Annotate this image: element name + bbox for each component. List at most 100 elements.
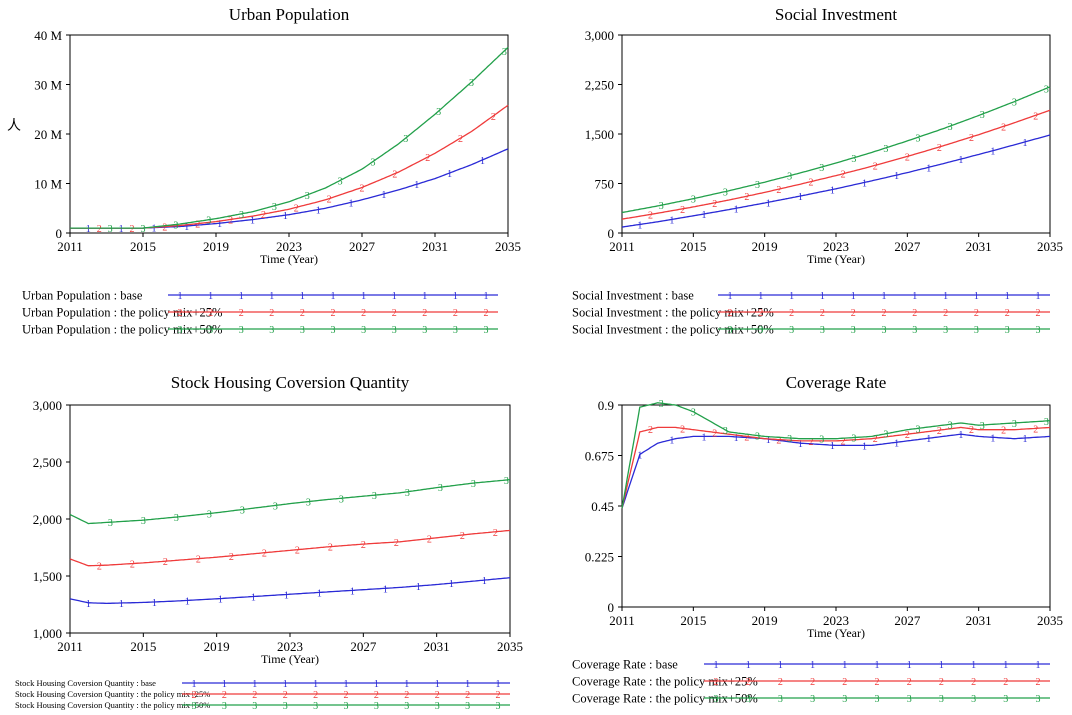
x-tick-label: 2011 [57,639,83,654]
series-marker-base: 1 [926,163,931,174]
x-tick-label: 2031 [966,239,992,254]
legend-marker-p50: 3 [269,325,274,336]
y-tick-label: 0 [608,600,615,615]
series-marker-p50: 3 [755,432,760,443]
plot-frame [69,34,509,234]
legend-marker-p50: 3 [392,325,397,336]
legend-marker-p25: 2 [820,308,825,319]
series-marker-p50: 3 [1044,84,1049,95]
legend-marker-base: 1 [974,291,979,302]
series-marker-base: 1 [480,156,485,167]
legend-marker-p25: 2 [1005,308,1010,319]
x-tick-label: 2015 [130,239,156,254]
series-marker-p50: 3 [206,216,211,227]
legend-marker-base: 1 [208,291,213,302]
x-tick-label: 2019 [204,639,230,654]
legend-marker-p25: 2 [222,690,227,701]
series-marker-base: 1 [990,147,995,158]
series-marker-base: 1 [316,206,321,217]
series-marker-p25: 2 [809,437,814,448]
legend-marker-p25: 2 [252,690,257,701]
series-marker-p25: 2 [680,205,685,216]
x-tick-label: 2011 [57,239,83,254]
legend-marker-base: 1 [789,291,794,302]
x-axis-label: Time (Year) [261,652,319,666]
legend-marker-base: 1 [404,679,409,690]
legend-marker-p50: 3 [404,701,409,712]
series-marker-p50: 3 [948,122,953,133]
chart-panel-3: Stock Housing Coversion Quantity 1,000 1,5… [15,373,523,712]
series-marker-p50: 3 [240,506,245,517]
y-tick-label: 40 M [34,28,62,43]
legend-marker-base: 1 [758,291,763,302]
legend-marker-p50: 3 [758,325,763,336]
y-tick-label: 20 M [34,127,62,142]
series-marker-p50: 3 [370,158,375,169]
legend-marker-p50: 3 [178,325,183,336]
legend-marker-p50: 3 [728,325,733,336]
legend-marker-base: 1 [882,291,887,302]
series-marker-p50: 3 [141,224,146,235]
legend-marker-p25: 2 [300,308,305,319]
series-line-base [69,577,511,605]
legend-marker-p50: 3 [1003,694,1008,705]
series-marker-p25: 2 [744,432,749,443]
legend-marker-base: 1 [907,660,912,671]
series-marker-p50: 3 [755,180,760,191]
legend-marker-p50: 3 [912,325,917,336]
x-tick-label: 2027 [894,613,921,628]
series-marker-p25: 2 [841,436,846,447]
y-tick-label: 0.45 [591,499,614,514]
legend-marker-base: 1 [192,679,197,690]
legend-marker-p50: 3 [746,694,751,705]
legend-marker-p50: 3 [252,701,257,712]
series-line-p50 [621,402,1051,509]
x-tick-label: 2031 [422,239,448,254]
series-marker-p50: 3 [141,516,146,527]
series-marker-p25: 2 [493,528,498,539]
legend-marker-p50: 3 [208,325,213,336]
series-marker-p50: 3 [403,134,408,145]
y-tick-label: 750 [595,177,615,192]
legend-marker-base: 1 [851,291,856,302]
legend-marker-base: 1 [778,660,783,671]
series-line-p25 [69,529,511,567]
series-marker-p50: 3 [207,510,212,521]
series-marker-p50: 3 [691,195,696,206]
y-tick-label: 2,000 [33,512,62,527]
x-tick-label: 2031 [966,613,992,628]
series-marker-p25: 2 [163,557,168,568]
series-marker-p25: 2 [327,195,332,206]
series-marker-p25: 2 [648,210,653,221]
legend-marker-p50: 3 [239,325,244,336]
series-marker-base: 1 [734,204,739,215]
series-marker-p50: 3 [659,399,664,410]
series-marker-p50: 3 [787,172,792,183]
series-marker-base: 1 [414,180,419,191]
series-marker-p25: 2 [295,546,300,557]
legend-marker-base: 1 [178,291,183,302]
series-marker-base: 1 [217,219,222,230]
series-marker-base: 1 [185,596,190,607]
legend-label-p50: Urban Population : the policy mix+50% [22,322,222,336]
series-marker-base: 1 [119,224,124,235]
legend-marker-p50: 3 [465,701,470,712]
legend-marker-p25: 2 [714,677,719,688]
y-axis-label: 人 [7,118,21,134]
legend-marker-p25: 2 [465,690,470,701]
series-marker-p25: 2 [905,152,910,163]
series-marker-base: 1 [1023,434,1028,445]
legend-marker-p25: 2 [331,308,336,319]
series-line-p50 [621,86,1051,214]
legend-marker-p25: 2 [912,308,917,319]
series-marker-p25: 2 [228,215,233,226]
legend-marker-p25: 2 [208,308,213,319]
series-marker-base: 1 [350,586,355,597]
legend-marker-p25: 2 [875,677,880,688]
series-marker-base: 1 [766,435,771,446]
series-marker-p50: 3 [239,210,244,221]
plot-frame [621,404,1051,608]
legend-label-p25: Stock Housing Coversion Quantity : the p… [15,689,210,699]
series-marker-base: 1 [766,198,771,209]
series-marker-p50: 3 [273,501,278,512]
